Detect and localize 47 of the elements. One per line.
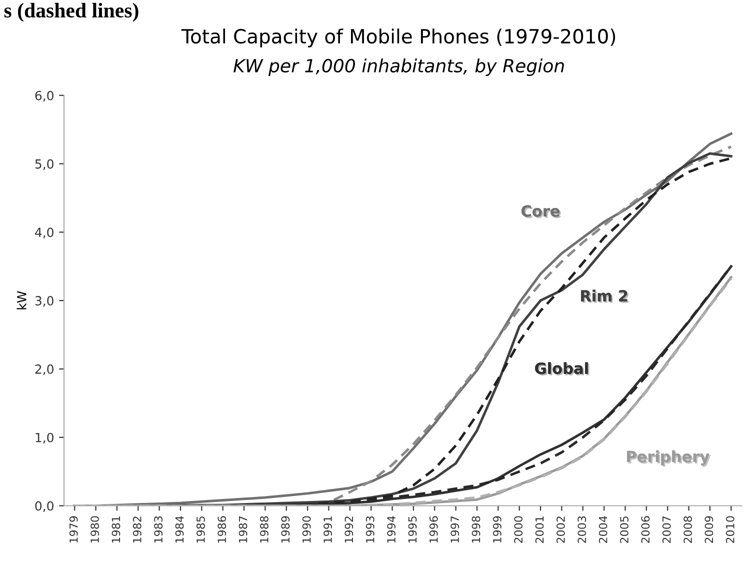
chart-title: Total Capacity of Mobile Phones (1979-2010) <box>181 28 616 48</box>
x-tick-label: 1997 <box>450 516 460 543</box>
x-tick-label: 2007 <box>662 516 671 543</box>
text: Global <box>535 362 590 376</box>
y-tick-label: 0,0 <box>35 501 54 512</box>
chart-subtitle: KW per 1,000 inhabitants, by Region <box>234 58 564 76</box>
x-tick-label: 2000 <box>514 516 523 543</box>
x-tick-label: 2003 <box>578 516 586 543</box>
x-tick-label: 2009 <box>704 516 714 543</box>
x-tick-label: 1986 <box>218 516 226 543</box>
x-tick-label: 1995 <box>408 516 417 543</box>
x-tick-label: 1985 <box>196 516 205 543</box>
text: s (dashed lines) <box>4 2 138 22</box>
x-tick-label: 1996 <box>429 516 438 543</box>
x-tick-label: 1999 <box>492 516 502 543</box>
x-tick-label: 1990 <box>302 516 311 543</box>
series-label: Rim 2 <box>581 290 629 303</box>
x-tick-label: 1984 <box>175 516 184 543</box>
x-tick-label: 1982 <box>132 516 142 543</box>
x-tick-label: 1989 <box>281 516 290 543</box>
x-tick-label: 1981 <box>112 516 120 543</box>
x-tick-label: 2001 <box>535 516 544 543</box>
y-tick-label: 6,0 <box>35 90 54 102</box>
x-tick-label: 2008 <box>684 516 692 543</box>
x-tick-label: 2002 <box>556 516 565 543</box>
y-tick-label: 5,0 <box>35 159 54 170</box>
y-tick-label: 4,0 <box>35 228 54 238</box>
x-tick-label: 1988 <box>260 516 268 543</box>
text: Core <box>521 205 561 218</box>
x-tick-label: 1992 <box>344 516 354 543</box>
x-tick-label: 2010 <box>726 516 734 543</box>
series-label: Periphery <box>626 450 711 467</box>
x-tick-label: 1980 <box>90 516 99 543</box>
x-tick-label: 1994 <box>387 516 396 543</box>
y-tick-label: 2,0 <box>35 364 54 376</box>
y-tick-label: 3,0 <box>35 296 54 307</box>
x-tick-label: 1987 <box>238 516 248 543</box>
x-tick-label: 1998 <box>472 516 480 543</box>
x-tick-label: 1979 <box>69 516 78 543</box>
y-tick-label: 1,0 <box>36 432 54 444</box>
x-tick-label: 2005 <box>620 516 628 543</box>
x-tick-label: 2004 <box>598 516 608 543</box>
x-tick-label: 1991 <box>324 516 332 543</box>
x-tick-label: 2006 <box>641 516 650 543</box>
y-axis-title: kW <box>16 291 26 310</box>
x-tick-label: 1983 <box>154 516 163 543</box>
x-tick-label: 1993 <box>366 516 374 543</box>
